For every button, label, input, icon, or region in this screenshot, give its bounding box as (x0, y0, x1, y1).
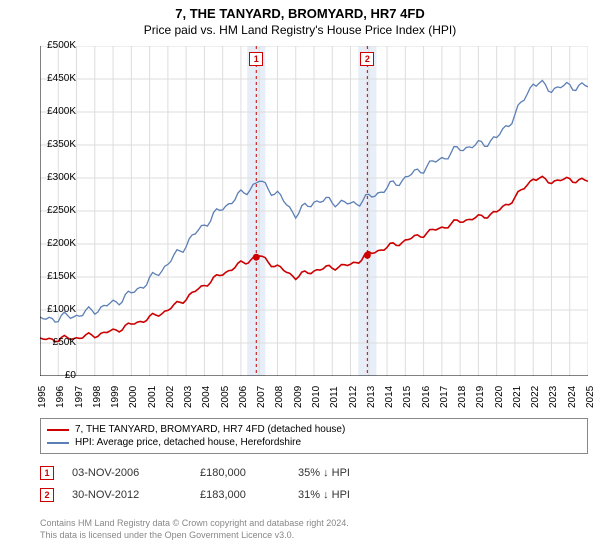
y-axis-label: £0 (36, 370, 76, 381)
y-axis-label: £100K (36, 304, 76, 315)
x-axis-label: 1998 (92, 386, 103, 408)
sale-marker-badge: 2 (40, 488, 54, 502)
chart-container: 7, THE TANYARD, BROMYARD, HR7 4FD Price … (0, 0, 600, 560)
x-axis-label: 2009 (293, 386, 304, 408)
x-axis-label: 2012 (348, 386, 359, 408)
y-axis-label: £350K (36, 139, 76, 150)
x-axis-label: 2000 (128, 386, 139, 408)
y-axis-label: £50K (36, 337, 76, 348)
x-axis-label: 2011 (329, 386, 340, 408)
x-axis-label: 2008 (274, 386, 285, 408)
sale-marker-badge: 1 (249, 52, 263, 66)
y-axis-label: £200K (36, 238, 76, 249)
legend-label: HPI: Average price, detached house, Here… (75, 437, 301, 448)
chart-subtitle: Price paid vs. HM Land Registry's House … (0, 21, 600, 41)
x-axis-label: 2024 (567, 386, 578, 408)
y-axis-label: £150K (36, 271, 76, 282)
footer-line2: This data is licensed under the Open Gov… (40, 530, 588, 542)
sale-record-row: 1 03-NOV-2006 £180,000 35% ↓ HPI (40, 462, 588, 484)
x-axis-label: 2025 (585, 386, 596, 408)
y-axis-label: £500K (36, 40, 76, 51)
x-axis-label: 2010 (311, 386, 322, 408)
line-chart-svg (40, 46, 588, 376)
chart-title-address: 7, THE TANYARD, BROMYARD, HR7 4FD (0, 0, 600, 21)
sale-price: £180,000 (200, 467, 280, 479)
x-axis-label: 2013 (366, 386, 377, 408)
plot-area (40, 46, 588, 376)
x-axis-label: 1996 (55, 386, 66, 408)
x-axis-label: 2004 (201, 386, 212, 408)
x-axis-label: 2018 (457, 386, 468, 408)
footer-attribution: Contains HM Land Registry data © Crown c… (40, 518, 588, 541)
sale-date: 03-NOV-2006 (72, 467, 182, 479)
sale-hpi-diff: 31% ↓ HPI (298, 489, 398, 501)
x-axis-label: 1995 (37, 386, 48, 408)
y-axis-label: £450K (36, 73, 76, 84)
x-axis-label: 2014 (384, 386, 395, 408)
x-axis-label: 2015 (402, 386, 413, 408)
legend-label: 7, THE TANYARD, BROMYARD, HR7 4FD (detac… (75, 424, 345, 435)
sale-record-row: 2 30-NOV-2012 £183,000 31% ↓ HPI (40, 484, 588, 506)
x-axis-label: 1999 (110, 386, 121, 408)
x-axis-label: 2023 (548, 386, 559, 408)
x-axis-label: 1997 (74, 386, 85, 408)
x-axis-label: 2016 (421, 386, 432, 408)
x-axis-label: 2017 (439, 386, 450, 408)
legend-swatch (47, 442, 69, 444)
legend-row: 7, THE TANYARD, BROMYARD, HR7 4FD (detac… (47, 423, 581, 436)
x-axis-label: 2019 (475, 386, 486, 408)
footer-line1: Contains HM Land Registry data © Crown c… (40, 518, 588, 530)
sale-date: 30-NOV-2012 (72, 489, 182, 501)
legend-swatch (47, 429, 69, 431)
sales-table: 1 03-NOV-2006 £180,000 35% ↓ HPI 2 30-NOV-201… (40, 462, 588, 506)
x-axis-label: 2021 (512, 386, 523, 408)
y-axis-label: £300K (36, 172, 76, 183)
legend-row: HPI: Average price, detached house, Here… (47, 436, 581, 449)
x-axis-label: 2005 (220, 386, 231, 408)
sale-price: £183,000 (200, 489, 280, 501)
legend-box: 7, THE TANYARD, BROMYARD, HR7 4FD (detac… (40, 418, 588, 454)
x-axis-label: 2006 (238, 386, 249, 408)
x-axis-label: 2020 (494, 386, 505, 408)
y-axis-label: £250K (36, 205, 76, 216)
y-axis-label: £400K (36, 106, 76, 117)
sale-marker-badge: 1 (40, 466, 54, 480)
sale-marker-badge: 2 (360, 52, 374, 66)
x-axis-label: 2007 (256, 386, 267, 408)
x-axis-label: 2003 (183, 386, 194, 408)
x-axis-label: 2002 (165, 386, 176, 408)
x-axis-label: 2022 (530, 386, 541, 408)
x-axis-label: 2001 (147, 386, 158, 408)
sale-hpi-diff: 35% ↓ HPI (298, 467, 398, 479)
